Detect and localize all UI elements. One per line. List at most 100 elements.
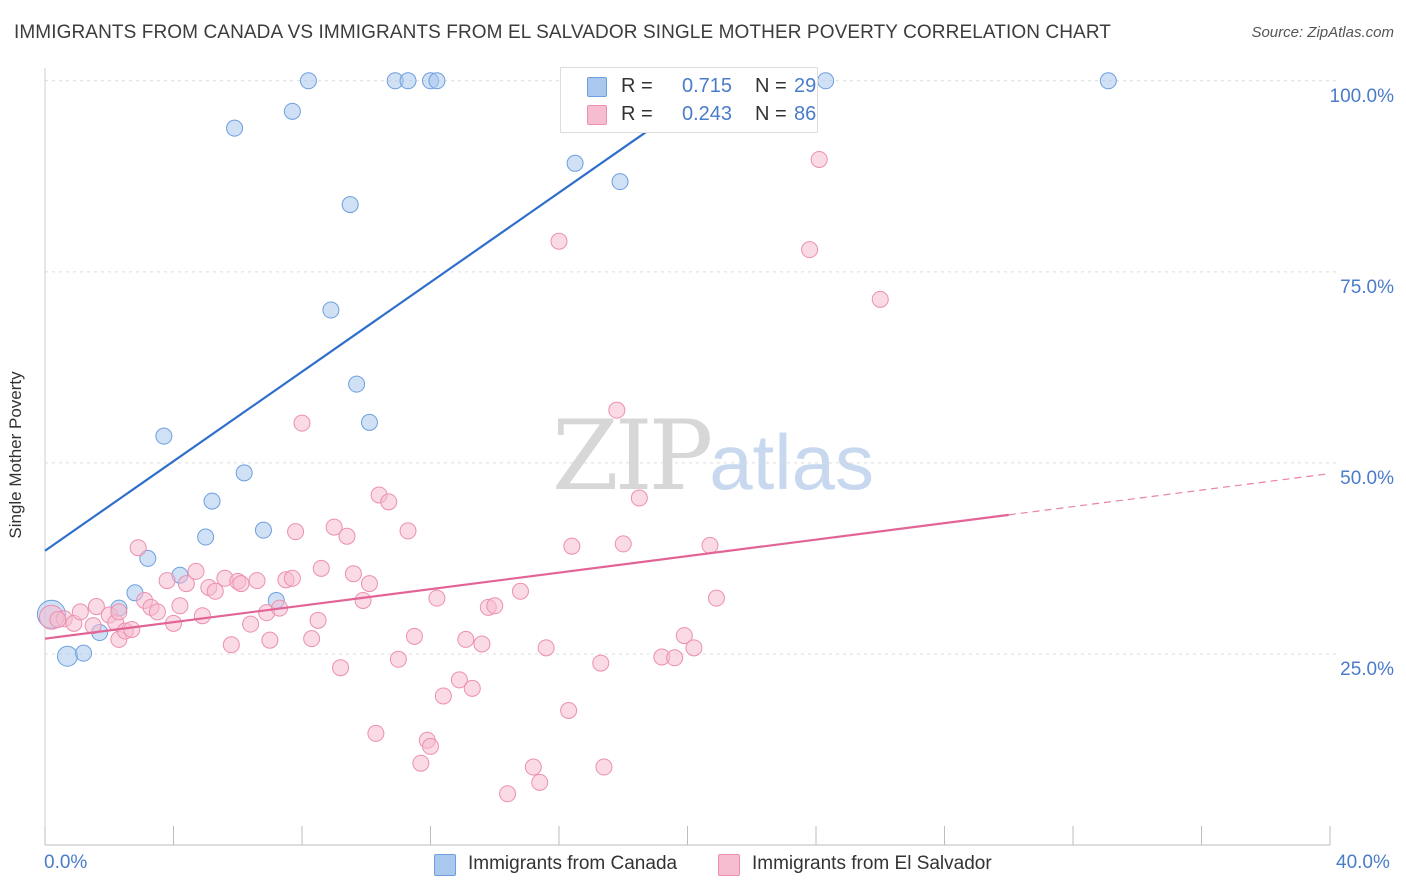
point-elsalvador <box>537 639 555 657</box>
trendline-elsalvador <box>44 513 1009 640</box>
x-tick-right: 40.0% <box>1336 852 1390 873</box>
point-elsalvador <box>338 527 356 545</box>
point-canada <box>155 427 173 445</box>
point-elsalvador <box>511 582 529 600</box>
point-elsalvador <box>242 615 260 633</box>
point-elsalvador <box>309 611 327 629</box>
point-canada <box>428 72 446 90</box>
bottom-legend-swatch-canada <box>434 854 456 876</box>
point-elsalvador <box>412 754 430 772</box>
point-elsalvador <box>158 572 176 590</box>
point-elsalvador <box>332 659 350 677</box>
point-elsalvador <box>312 559 330 577</box>
point-canada <box>322 301 340 319</box>
point-elsalvador <box>283 569 301 587</box>
point-canada <box>254 521 272 539</box>
point-elsalvador <box>457 630 475 648</box>
point-elsalvador <box>871 290 889 308</box>
y-axis-label: Single Mother Poverty <box>6 371 25 539</box>
bottom-legend-label-elsalvador: Immigrants from El Salvador <box>752 853 992 874</box>
point-elsalvador <box>49 611 67 629</box>
point-elsalvador <box>707 589 725 607</box>
point-elsalvador <box>434 687 452 705</box>
point-elsalvador <box>110 603 128 621</box>
point-canada <box>348 375 366 393</box>
point-elsalvador <box>399 522 417 540</box>
correlation-legend: R = 0.715 N = 29 R = 0.243 N = 86 <box>560 67 818 133</box>
y-tick-100: 100.0% <box>1329 86 1394 107</box>
point-elsalvador <box>450 671 468 689</box>
point-elsalvador <box>380 493 398 511</box>
source-label: Source: ZipAtlas.com <box>1251 24 1394 41</box>
point-elsalvador <box>261 631 279 649</box>
point-elsalvador <box>428 589 446 607</box>
legend-r-label: R = <box>621 75 653 97</box>
point-canada <box>139 549 157 567</box>
point-elsalvador <box>87 598 105 616</box>
point-elsalvador <box>123 620 141 638</box>
point-elsalvador <box>129 539 147 557</box>
point-canada <box>283 102 301 120</box>
point-elsalvador <box>463 679 481 697</box>
legend-swatch-canada <box>587 77 607 97</box>
point-canada <box>299 72 317 90</box>
point-elsalvador <box>148 603 166 621</box>
point-elsalvador <box>801 241 819 259</box>
point-canada <box>56 645 78 667</box>
point-elsalvador <box>171 597 189 615</box>
point-elsalvador <box>177 575 195 593</box>
point-elsalvador <box>531 773 549 791</box>
legend-r-value-elsalvador: 0.243 <box>682 103 733 125</box>
chart-title: IMMIGRANTS FROM CANADA VS IMMIGRANTS FRO… <box>14 22 1112 43</box>
point-elsalvador <box>232 575 250 593</box>
point-canada <box>1099 72 1117 90</box>
point-elsalvador <box>248 572 266 590</box>
point-elsalvador <box>592 654 610 672</box>
point-elsalvador <box>666 649 684 667</box>
point-elsalvador <box>560 701 578 719</box>
y-tick-75: 75.0% <box>1340 277 1394 298</box>
point-elsalvador <box>422 737 439 755</box>
y-tick-50: 50.0% <box>1340 468 1394 489</box>
point-elsalvador <box>473 635 491 653</box>
point-elsalvador <box>222 636 240 654</box>
point-canada <box>566 154 584 172</box>
trendline-canada <box>44 79 721 552</box>
bottom-legend-label-canada: Immigrants from Canada <box>468 853 678 874</box>
point-canada <box>203 492 221 510</box>
point-elsalvador <box>71 603 89 621</box>
legend-swatch-elsalvador <box>587 105 607 125</box>
point-elsalvador <box>630 489 648 507</box>
point-canada <box>197 528 215 546</box>
point-elsalvador <box>701 536 719 554</box>
point-elsalvador <box>344 565 362 583</box>
point-elsalvador <box>614 535 632 553</box>
point-elsalvador <box>595 758 613 776</box>
point-elsalvador <box>486 597 504 615</box>
legend-r-value-canada: 0.715 <box>682 75 733 97</box>
trendline-extension-elsalvador <box>1008 472 1331 516</box>
point-elsalvador <box>389 650 407 668</box>
point-elsalvador <box>84 617 102 635</box>
point-elsalvador <box>608 401 626 419</box>
point-elsalvador <box>293 414 311 432</box>
point-canada <box>611 173 629 191</box>
legend-r-label: R = <box>621 103 653 125</box>
point-canada <box>341 196 359 214</box>
point-elsalvador <box>206 582 224 600</box>
point-elsalvador <box>685 639 703 657</box>
bottom-legend-swatch-elsalvador <box>718 854 740 876</box>
point-canada <box>235 464 253 482</box>
point-canada <box>817 72 835 90</box>
point-canada <box>226 119 244 137</box>
point-elsalvador <box>405 627 423 645</box>
point-canada <box>399 72 417 90</box>
point-elsalvador <box>810 150 828 168</box>
point-elsalvador <box>193 607 211 625</box>
point-elsalvador <box>287 523 305 541</box>
point-canada <box>360 413 378 431</box>
legend-n-value-elsalvador: 86 <box>794 103 817 125</box>
point-elsalvador <box>499 785 517 803</box>
point-elsalvador <box>303 630 321 648</box>
y-tick-25: 25.0% <box>1340 659 1394 680</box>
